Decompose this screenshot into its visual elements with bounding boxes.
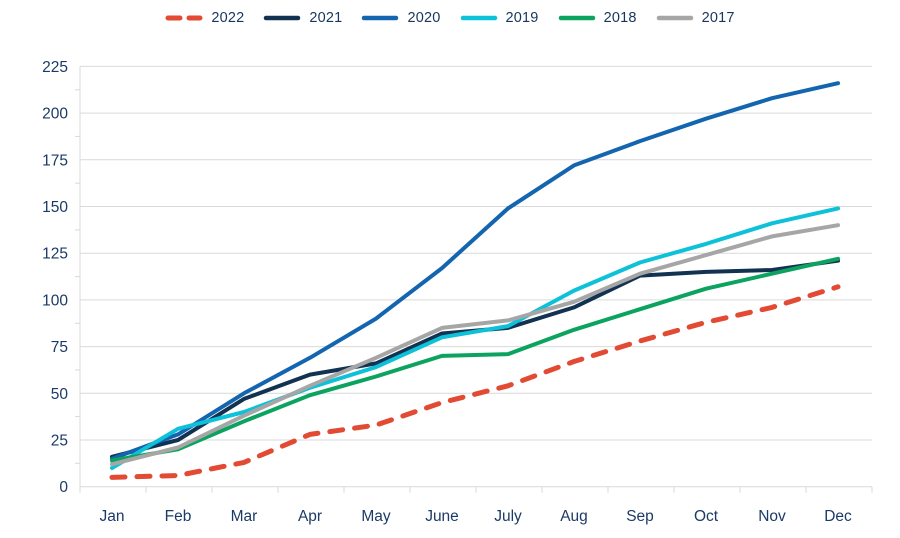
legend-swatch-2020 <box>362 15 399 21</box>
legend-swatch-2019 <box>460 15 497 21</box>
legend-label-2020: 2020 <box>407 10 441 26</box>
legend-label-2017: 2017 <box>701 10 735 26</box>
x-tick-label-may: May <box>361 508 391 525</box>
series-line-2018 <box>110 256 840 463</box>
y-tick-label-200: 200 <box>42 106 68 123</box>
series-line-2019 <box>110 206 840 470</box>
x-tick-label-mar: Mar <box>231 508 258 525</box>
y-tick-label-50: 50 <box>51 386 69 403</box>
series-line-2022 <box>109 284 841 480</box>
x-tick-label-oct: Oct <box>694 508 719 525</box>
x-tick-label-apr: Apr <box>298 508 322 525</box>
x-tick-label-jan: Jan <box>100 508 125 525</box>
y-tick-label-0: 0 <box>59 479 68 496</box>
series-line-2020 <box>110 81 840 461</box>
legend-item-2021: 2021 <box>263 10 342 26</box>
legend-swatch-2018 <box>558 15 595 21</box>
x-tick-label-sep: Sep <box>626 508 654 525</box>
legend-item-2018: 2018 <box>558 10 637 26</box>
legend-swatch-2022 <box>165 15 203 21</box>
legend-item-2022: 2022 <box>165 10 244 26</box>
y-tick-label-150: 150 <box>42 199 68 216</box>
legend-label-2019: 2019 <box>505 10 539 26</box>
legend-swatch-2021 <box>264 15 301 21</box>
y-tick-label-100: 100 <box>42 292 68 309</box>
legend-label-2021: 2021 <box>309 10 343 26</box>
x-tick-label-july: July <box>494 508 522 525</box>
series-line-2017 <box>110 223 840 467</box>
legend-item-2020: 2020 <box>361 10 440 26</box>
x-tick-label-aug: Aug <box>560 508 588 525</box>
y-tick-label-225: 225 <box>42 59 68 76</box>
legend: 2022 2021 2020 2019 2018 2017 <box>0 10 900 26</box>
x-tick-label-nov: Nov <box>758 508 786 525</box>
y-tick-label-175: 175 <box>42 152 68 169</box>
legend-swatch-2017 <box>656 15 693 21</box>
x-tick-label-dec: Dec <box>824 508 852 525</box>
legend-label-2022: 2022 <box>211 10 245 26</box>
y-tick-label-125: 125 <box>42 246 68 263</box>
legend-item-2019: 2019 <box>460 10 539 26</box>
legend-label-2018: 2018 <box>603 10 637 26</box>
y-tick-label-25: 25 <box>51 433 68 450</box>
x-tick-label-june: June <box>425 508 459 525</box>
x-tick-label-feb: Feb <box>165 508 192 525</box>
legend-item-2017: 2017 <box>656 10 735 26</box>
y-tick-label-75: 75 <box>51 339 68 356</box>
